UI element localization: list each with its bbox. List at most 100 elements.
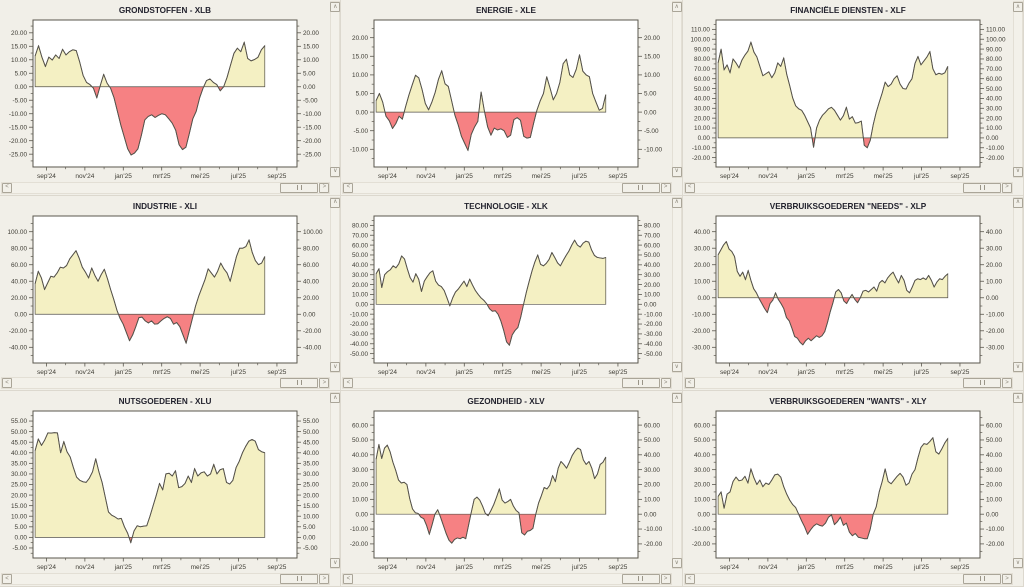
- svg-text:0.00: 0.00: [644, 109, 657, 116]
- svg-text:30.00: 30.00: [986, 245, 1002, 252]
- vertical-scrollbar-track[interactable]: [330, 392, 341, 569]
- svg-text:100.00: 100.00: [7, 229, 27, 236]
- scroll-left-button[interactable]: <: [684, 182, 695, 193]
- scroll-down-button[interactable]: ∨: [330, 166, 341, 177]
- svg-text:5.00: 5.00: [356, 91, 369, 98]
- area-positive: [35, 239, 265, 314]
- svg-text:-5.00: -5.00: [644, 128, 659, 135]
- svg-text:40.00: 40.00: [694, 96, 710, 103]
- vertical-scrollbar-track[interactable]: [330, 196, 341, 374]
- scroll-up-button[interactable]: ∧: [1013, 2, 1023, 12]
- scroll-down-button[interactable]: ∨: [1013, 558, 1023, 568]
- scrollbar-thumb[interactable]: [621, 574, 660, 584]
- scroll-down-button[interactable]: ∨: [1013, 362, 1023, 373]
- svg-text:40.00: 40.00: [986, 96, 1002, 103]
- svg-text:70.00: 70.00: [352, 232, 368, 239]
- horizontal-scrollbar-track[interactable]: [1, 181, 331, 194]
- area-positive: [717, 42, 948, 138]
- area-positive: [717, 438, 948, 515]
- scroll-right-button[interactable]: >: [660, 574, 671, 584]
- scrollbar-thumb[interactable]: [621, 378, 660, 389]
- svg-text:70.00: 70.00: [694, 66, 710, 73]
- horizontal-scrollbar-track[interactable]: [342, 377, 672, 390]
- svg-text:60.00: 60.00: [303, 262, 319, 269]
- scrollbar-thumb[interactable]: [280, 182, 319, 193]
- scroll-right-button[interactable]: >: [1002, 182, 1012, 193]
- scroll-left-button[interactable]: <: [684, 574, 695, 584]
- scroll-up-button[interactable]: ∧: [671, 197, 682, 208]
- scrollbar-thumb[interactable]: [963, 574, 1001, 584]
- vertical-scrollbar-track[interactable]: [671, 196, 682, 374]
- scroll-left-button[interactable]: <: [2, 378, 12, 389]
- scroll-right-button[interactable]: >: [660, 378, 671, 389]
- scroll-left-button[interactable]: <: [343, 574, 354, 584]
- scrollbar-thumb[interactable]: [963, 378, 1001, 389]
- horizontal-scrollbar-track[interactable]: [1, 573, 331, 585]
- svg-text:jul'25: jul'25: [913, 369, 929, 376]
- horizontal-scrollbar-track[interactable]: [342, 181, 672, 194]
- svg-text:30.00: 30.00: [694, 245, 710, 252]
- horizontal-scrollbar-track[interactable]: [683, 377, 1013, 390]
- scroll-left-button[interactable]: <: [343, 378, 354, 389]
- scroll-right-button[interactable]: >: [1002, 378, 1012, 389]
- scroll-right-button[interactable]: >: [319, 182, 330, 193]
- scroll-up-button[interactable]: ∧: [330, 2, 341, 12]
- scroll-right-button[interactable]: >: [660, 182, 671, 193]
- scroll-right-button[interactable]: >: [1002, 574, 1012, 584]
- scroll-left-button[interactable]: <: [684, 378, 695, 389]
- vertical-scrollbar-track[interactable]: [1013, 1, 1023, 178]
- svg-text:sep'25: sep'25: [950, 564, 969, 571]
- scroll-up-button[interactable]: ∧: [1013, 393, 1023, 404]
- scrollbar-thumb[interactable]: [963, 182, 1001, 193]
- scroll-up-button[interactable]: ∧: [671, 393, 682, 404]
- scrollbar-thumb[interactable]: [280, 574, 319, 584]
- scroll-up-button[interactable]: ∧: [671, 2, 682, 12]
- scroll-down-button[interactable]: ∨: [1013, 166, 1023, 177]
- horizontal-scrollbar-track[interactable]: [683, 181, 1013, 194]
- scroll-left-button[interactable]: <: [2, 574, 12, 584]
- chart-panel-xlv: GEZONDHEID - XLV -20.00 -20.00 -10.00 -10.00…: [341, 391, 683, 587]
- vertical-scrollbar-track[interactable]: [671, 1, 682, 178]
- svg-text:-20.00: -20.00: [9, 328, 28, 335]
- vertical-scrollbar-track[interactable]: [671, 392, 682, 569]
- svg-text:sep'25: sep'25: [609, 564, 628, 571]
- grip-icon: [979, 576, 985, 581]
- scroll-down-button[interactable]: ∨: [671, 166, 682, 177]
- horizontal-scrollbar-track[interactable]: [1, 377, 331, 390]
- scrollbar-thumb[interactable]: [621, 182, 660, 193]
- scroll-up-button[interactable]: ∧: [330, 393, 341, 404]
- scroll-down-button[interactable]: ∨: [671, 362, 682, 373]
- svg-text:sep'25: sep'25: [609, 369, 628, 376]
- svg-text:30.00: 30.00: [352, 272, 368, 279]
- svg-text:15.00: 15.00: [11, 43, 27, 50]
- scroll-down-button[interactable]: ∨: [330, 362, 341, 373]
- svg-text:40.00: 40.00: [644, 262, 660, 269]
- chart-panel-xly: VERBRUIKSGOEDEREN "WANTS" - XLY -20.00 -20…: [682, 391, 1024, 587]
- vertical-scrollbar-track[interactable]: [1013, 392, 1023, 569]
- vertical-scrollbar-track[interactable]: [1013, 196, 1023, 374]
- horizontal-scrollbar-track[interactable]: [342, 573, 672, 585]
- svg-text:mrt'25: mrt'25: [494, 173, 512, 180]
- scroll-right-button[interactable]: >: [319, 378, 330, 389]
- scroll-down-button[interactable]: ∨: [330, 558, 341, 568]
- chart-panel-xlf: FINANCIËLE DIENSTEN - XLF -20.00 -20.00 -10…: [682, 0, 1024, 196]
- svg-text:sep'24: sep'24: [720, 369, 739, 376]
- scroll-right-button[interactable]: >: [319, 574, 330, 584]
- scroll-left-button[interactable]: <: [2, 182, 12, 193]
- scroll-left-button[interactable]: <: [343, 182, 354, 193]
- scroll-down-button[interactable]: ∨: [671, 558, 682, 568]
- scroll-up-button[interactable]: ∧: [1013, 197, 1023, 208]
- svg-text:50.00: 50.00: [352, 252, 368, 259]
- scroll-up-button[interactable]: ∧: [330, 197, 341, 208]
- svg-text:-20.00: -20.00: [986, 541, 1005, 548]
- horizontal-scrollbar-track[interactable]: [683, 573, 1013, 585]
- chart-canvas: NUTSGOEDEREN - XLU -5.00 -5.00 0.00 0.00 5.00…: [11, 397, 319, 571]
- svg-text:20.00: 20.00: [694, 115, 710, 122]
- scrollbar-thumb[interactable]: [280, 378, 319, 389]
- vertical-scrollbar-track[interactable]: [330, 1, 341, 178]
- svg-text:mrt'25: mrt'25: [153, 369, 171, 376]
- svg-text:mei'25: mei'25: [191, 369, 210, 376]
- svg-text:-20.00: -20.00: [692, 541, 711, 548]
- svg-text:40.00: 40.00: [644, 452, 660, 459]
- svg-text:jan'25: jan'25: [455, 564, 474, 571]
